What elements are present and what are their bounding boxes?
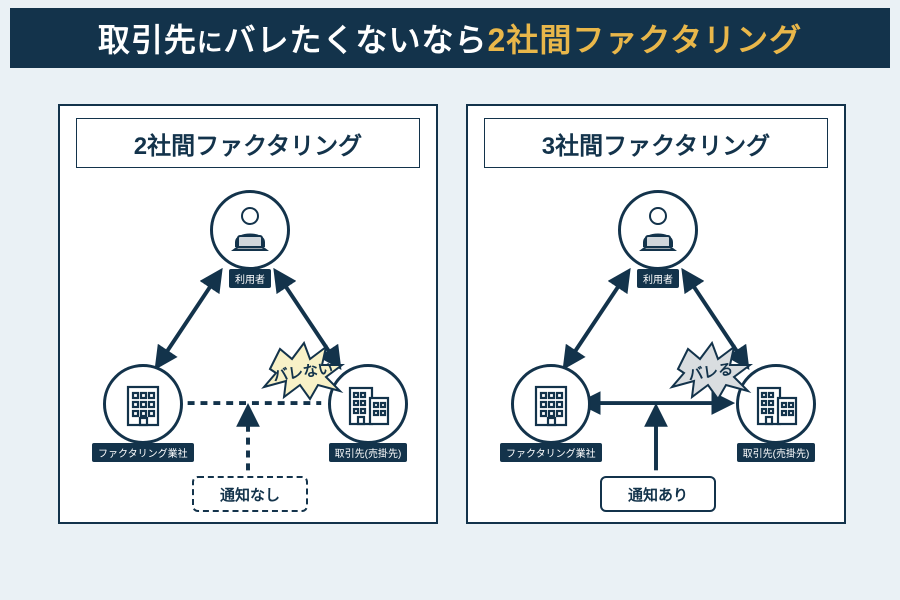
node-user-left-label: 利用者 [229, 269, 271, 288]
notify-right-text: 通知あり [628, 484, 688, 505]
node-user-left: 利用者 [210, 190, 290, 288]
person-laptop-icon [210, 190, 290, 270]
node-client-left-label: 取引先(売掛先) [329, 443, 408, 462]
node-factoring-left: ファクタリング業社 [92, 364, 194, 462]
person-laptop-icon [618, 190, 698, 270]
notify-box-left: 通知なし [192, 476, 308, 512]
notify-box-right: 通知あり [600, 476, 716, 512]
headline-part-1: 取引先にバレたくないなら [98, 15, 488, 61]
notify-left-text: 通知なし [220, 484, 280, 505]
node-client-right-label: 取引先(売掛先) [737, 443, 816, 462]
node-user-right: 利用者 [618, 190, 698, 288]
headline-banner: 取引先にバレたくないなら 2社間ファクタリング [10, 8, 890, 68]
office-building-icon [511, 364, 591, 444]
node-user-right-label: 利用者 [637, 269, 679, 288]
burst-left: バレない [260, 341, 346, 401]
node-factoring-left-label: ファクタリング業社 [92, 443, 194, 462]
node-factoring-right: ファクタリング業社 [500, 364, 602, 462]
panel-3party: 3社間ファクタリング 利用者 [466, 104, 846, 524]
office-building-icon [103, 364, 183, 444]
panel-2party-title: 2社間ファクタリング [76, 118, 420, 168]
burst-right: バレる [668, 341, 754, 401]
headline-part-2: 2社間ファクタリング [488, 15, 803, 61]
node-factoring-right-label: ファクタリング業社 [500, 443, 602, 462]
panel-3party-title: 3社間ファクタリング [484, 118, 828, 168]
panel-2party: 2社間ファクタリング 利用者 [58, 104, 438, 524]
